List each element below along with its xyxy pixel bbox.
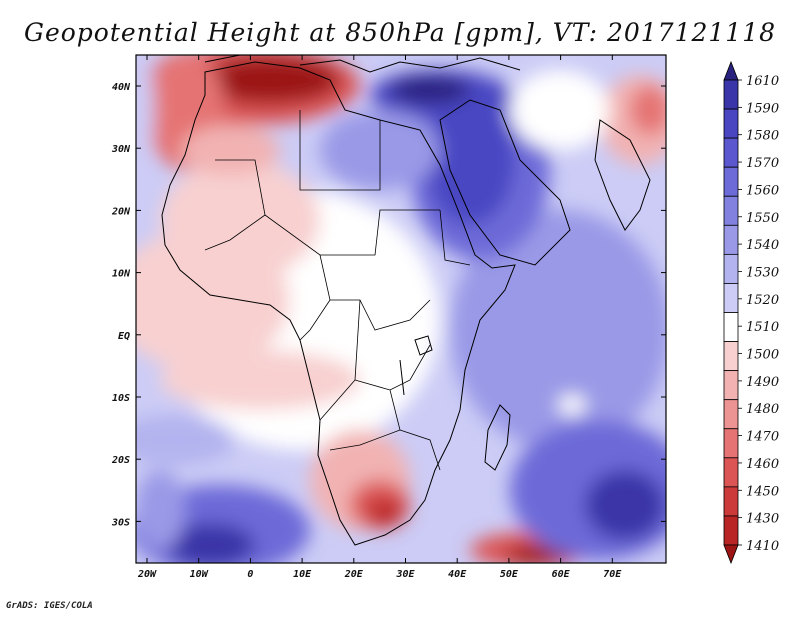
geopotential-field	[136, 55, 666, 563]
map-frame	[135, 54, 667, 564]
lake-tanganyika	[399, 359, 405, 396]
lat-label: 20S	[111, 455, 130, 466]
colorbar-swatch	[723, 108, 739, 139]
colorbar-swatch	[723, 137, 739, 168]
colorbar-swatch	[723, 224, 739, 255]
lon-label: 40E	[448, 569, 467, 580]
lat-label: 40N	[112, 82, 131, 93]
colorbar-swatch	[723, 428, 739, 459]
country-borders	[204, 110, 471, 471]
colorbar-swatch	[723, 283, 739, 313]
colorbar-label: 1470	[746, 430, 779, 445]
lon-label: 10W	[190, 569, 209, 580]
colorbar-swatch	[723, 457, 739, 488]
colorbar-label: 1450	[746, 484, 779, 499]
europe-coastline	[204, 55, 521, 73]
lat-label: 10S	[112, 393, 130, 404]
colorbar-swatch	[723, 312, 739, 342]
colorbar-swatch	[723, 79, 739, 110]
colorbar-top-arrow	[723, 60, 739, 81]
colorbar-label: 1530	[746, 265, 779, 280]
lon-label: 50E	[500, 569, 519, 580]
colorbar-swatch	[723, 341, 739, 372]
arabia-coastline	[439, 99, 571, 266]
colorbar-swatch	[723, 399, 739, 430]
colorbar-swatch	[723, 486, 739, 517]
colorbar: 1610 1590 1580 1570 1560 1550 1540 1530 1520 1510…	[723, 60, 779, 565]
colorbar-label: 1560	[746, 183, 779, 198]
colorbar-label: 1500	[746, 348, 779, 363]
lat-label: 20N	[111, 206, 131, 217]
lon-label: 0	[247, 569, 253, 580]
madagascar-coastline	[484, 404, 511, 471]
africa-coastline	[161, 61, 516, 546]
map-title: Geopotential Height at 850hPa [gpm], VT:…	[23, 18, 777, 47]
lon-label: 10E	[293, 569, 312, 580]
lon-label: 30E	[395, 569, 415, 580]
credit-label: GrADS: IGES/COLA	[6, 601, 93, 611]
lake-victoria	[414, 335, 433, 356]
colorbar-label: 1430	[746, 512, 779, 527]
colorbar-label: 1540	[746, 238, 779, 253]
colorbar-label: 1520	[746, 293, 779, 308]
colorbar-label: 1570	[746, 156, 779, 171]
lon-label: 20W	[137, 569, 157, 580]
lat-label: 30N	[111, 144, 131, 155]
colorbar-swatch	[723, 370, 739, 401]
colorbar-label: 1490	[746, 375, 779, 390]
colorbar-label: 1480	[746, 402, 779, 417]
colorbar-swatch	[723, 166, 739, 197]
lon-label: 70E	[603, 569, 622, 580]
axis-ticks: 40N 30N 20N 10N EQ 10S 20S 30S 20W 10W 0 10E 20E 30E 4…	[111, 55, 666, 580]
coastlines	[161, 55, 651, 546]
colorbar-swatch	[723, 195, 739, 226]
colorbar-label: 1590	[746, 101, 779, 116]
india-coastline	[594, 119, 651, 231]
lon-label: 60E	[552, 569, 571, 580]
colorbar-label: 1410	[746, 539, 779, 554]
colorbar-swatch	[723, 253, 739, 284]
lat-label: 30S	[111, 517, 130, 528]
lat-label: EQ	[118, 331, 130, 342]
colorbar-bottom-arrow	[723, 544, 739, 565]
colorbar-label: 1510	[746, 320, 779, 335]
colorbar-label: 1580	[746, 129, 779, 144]
colorbar-label: 1550	[746, 211, 779, 226]
lat-label: 10N	[112, 269, 131, 280]
colorbar-swatch	[723, 515, 739, 546]
lon-label: 20E	[344, 569, 364, 580]
colorbar-label: 1610	[746, 74, 779, 89]
colorbar-label: 1460	[746, 457, 779, 472]
